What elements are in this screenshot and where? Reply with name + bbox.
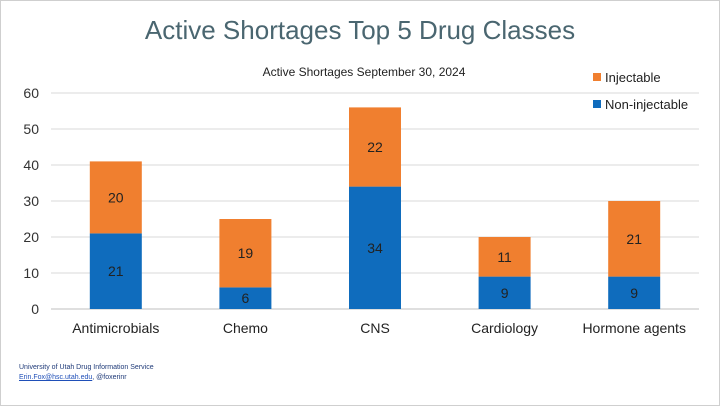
x-tick-label-cns: CNS	[360, 320, 390, 336]
data-label-antimicrobials-injectable: 20	[108, 189, 124, 205]
y-tick-label-40: 40	[23, 157, 39, 173]
bar-antimicrobials-injectable	[89, 161, 142, 234]
data-label-cns-injectable: 22	[367, 139, 383, 155]
data-label-cardiology-non-injectable: 9	[501, 285, 509, 301]
bar-cardiology-non-injectable	[478, 276, 531, 309]
bar-cns-injectable	[349, 107, 401, 187]
data-label-cardiology-injectable: 11	[497, 249, 512, 265]
y-tick-label-0: 0	[31, 301, 39, 317]
data-label-antimicrobials-non-injectable: 21	[108, 263, 124, 279]
legend-label-non-injectable: Non-injectable	[605, 96, 689, 112]
bar-hormone-agents-injectable	[608, 201, 661, 277]
y-tick-label-10: 10	[23, 265, 39, 281]
data-label-chemo-non-injectable: 6	[242, 290, 250, 306]
footer-email-link[interactable]: Erin.Fox@hsc.utah.edu	[19, 374, 93, 381]
bar-cns-non-injectable	[349, 186, 401, 309]
footer-contact: Erin.Fox@hsc.utah.edu, @foxerinr	[19, 373, 154, 383]
y-tick-label-30: 30	[23, 193, 39, 209]
legend-swatch-injectable	[593, 73, 601, 81]
data-label-chemo-injectable: 19	[238, 245, 254, 261]
bar-cardiology-injectable	[478, 237, 531, 277]
x-tick-label-chemo: Chemo	[223, 320, 268, 336]
x-tick-label-hormone-agents: Hormone agents	[582, 320, 686, 336]
data-label-hormone-agents-non-injectable: 9	[630, 285, 638, 301]
y-tick-label-60: 60	[23, 85, 39, 101]
x-tick-label-antimicrobials: Antimicrobials	[72, 320, 159, 336]
data-label-hormone-agents-injectable: 21	[626, 231, 642, 247]
chart-title: Active Shortages September 30, 2024	[262, 65, 466, 79]
data-label-cns-non-injectable: 34	[367, 240, 383, 256]
bar-hormone-agents-non-injectable	[608, 276, 661, 309]
y-tick-label-50: 50	[23, 121, 39, 137]
bar-chemo-injectable	[219, 219, 272, 288]
legend-swatch-non-injectable	[593, 100, 601, 108]
bar-chemo-non-injectable	[219, 287, 272, 309]
slide-title: Active Shortages Top 5 Drug Classes	[144, 15, 576, 45]
legend-label-injectable: Injectable	[605, 69, 661, 85]
footer-organization: University of Utah Drug Information Serv…	[19, 364, 154, 371]
footer-credit: University of Utah Drug Information Serv…	[19, 363, 154, 383]
legend-item-non-injectable: Non-injectable	[593, 96, 688, 112]
footer-handle: , @foxerinr	[92, 374, 127, 381]
bar-antimicrobials-non-injectable	[89, 233, 142, 309]
x-tick-label-cardiology: Cardiology	[471, 320, 538, 336]
y-tick-label-20: 20	[23, 229, 39, 245]
chart-legend: Injectable Non-injectable	[593, 69, 688, 123]
legend-item-injectable: Injectable	[593, 69, 688, 85]
